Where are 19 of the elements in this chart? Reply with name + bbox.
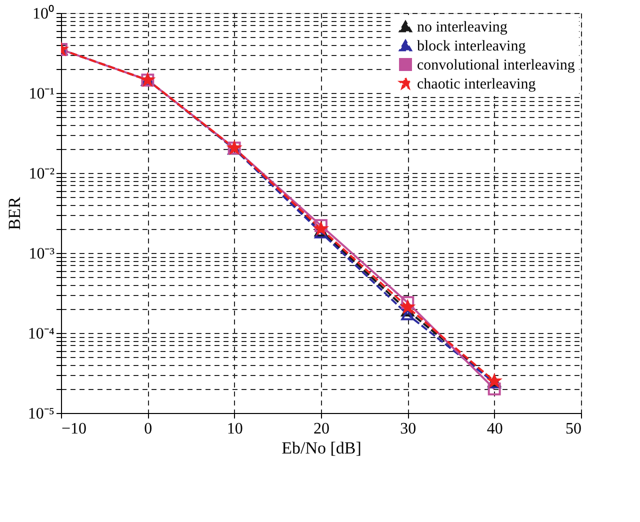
legend-label: block interleaving xyxy=(417,38,526,54)
y-axis-title: BER xyxy=(4,196,24,230)
x-tick-label: 0 xyxy=(144,420,152,438)
x-tick-label: 10 xyxy=(226,420,243,438)
y-tick-label: 10⁰ xyxy=(32,4,54,22)
x-axis-title: Eb/No [dB] xyxy=(282,438,362,458)
y-tick-label: 10⁻¹ xyxy=(28,86,55,102)
legend-label: convolutional interleaving xyxy=(417,58,576,74)
x-tick-label: 20 xyxy=(314,420,330,438)
x-tick-label: 30 xyxy=(400,420,416,438)
x-tick-label: 40 xyxy=(486,420,503,438)
y-tick-label: 10⁻⁵ xyxy=(28,406,54,422)
y-tick-label: 10⁻² xyxy=(28,166,55,182)
x-tick-label: −10 xyxy=(62,420,87,438)
y-tick-label: 10⁻⁴ xyxy=(28,326,55,342)
legend-label: no interleaving xyxy=(417,20,508,36)
x-tick-label: 50 xyxy=(566,420,582,438)
y-tick-label: 10⁻³ xyxy=(28,246,55,262)
legend-label: chaotic interleaving xyxy=(417,76,536,92)
